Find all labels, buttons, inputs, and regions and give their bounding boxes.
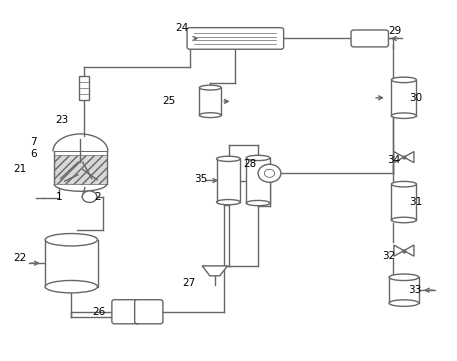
Ellipse shape <box>217 200 240 205</box>
Text: 31: 31 <box>409 197 423 207</box>
Text: 33: 33 <box>408 285 421 295</box>
Ellipse shape <box>391 217 416 223</box>
Ellipse shape <box>199 113 221 118</box>
Ellipse shape <box>389 300 419 306</box>
Ellipse shape <box>199 85 221 90</box>
Text: 26: 26 <box>92 307 105 317</box>
Bar <box>45 240 97 287</box>
Text: 35: 35 <box>195 174 208 184</box>
Bar <box>391 80 416 116</box>
Text: 27: 27 <box>182 278 196 288</box>
Ellipse shape <box>45 234 97 246</box>
Text: 30: 30 <box>409 93 423 103</box>
FancyBboxPatch shape <box>187 28 284 49</box>
Text: 29: 29 <box>388 26 401 36</box>
Bar <box>54 155 106 184</box>
Ellipse shape <box>217 156 240 161</box>
Text: 28: 28 <box>244 159 257 169</box>
Text: 1: 1 <box>56 192 62 202</box>
Circle shape <box>258 164 281 182</box>
Polygon shape <box>394 245 404 256</box>
Text: 22: 22 <box>13 253 27 263</box>
Bar <box>389 277 419 303</box>
Text: 6: 6 <box>30 148 37 158</box>
FancyBboxPatch shape <box>351 30 388 47</box>
Ellipse shape <box>246 155 270 161</box>
Text: 21: 21 <box>13 164 27 174</box>
FancyBboxPatch shape <box>135 300 163 324</box>
Bar <box>391 184 416 220</box>
Ellipse shape <box>389 274 419 280</box>
Ellipse shape <box>45 280 97 293</box>
Polygon shape <box>394 152 404 163</box>
Ellipse shape <box>391 181 416 187</box>
Bar <box>246 158 270 203</box>
Ellipse shape <box>391 77 416 83</box>
Text: 23: 23 <box>56 115 69 125</box>
Ellipse shape <box>391 113 416 118</box>
Text: 24: 24 <box>175 23 189 33</box>
Polygon shape <box>404 152 414 163</box>
Circle shape <box>82 191 97 203</box>
Text: 25: 25 <box>163 96 176 106</box>
FancyBboxPatch shape <box>112 300 140 324</box>
Bar <box>79 76 89 100</box>
Circle shape <box>265 169 275 177</box>
Polygon shape <box>404 245 414 256</box>
Text: 7: 7 <box>30 137 37 147</box>
Text: 32: 32 <box>382 251 395 261</box>
Text: 34: 34 <box>387 155 400 165</box>
Text: 2: 2 <box>95 192 101 202</box>
Polygon shape <box>202 266 228 276</box>
Bar <box>199 88 221 115</box>
Ellipse shape <box>246 200 270 206</box>
Bar <box>217 159 240 202</box>
